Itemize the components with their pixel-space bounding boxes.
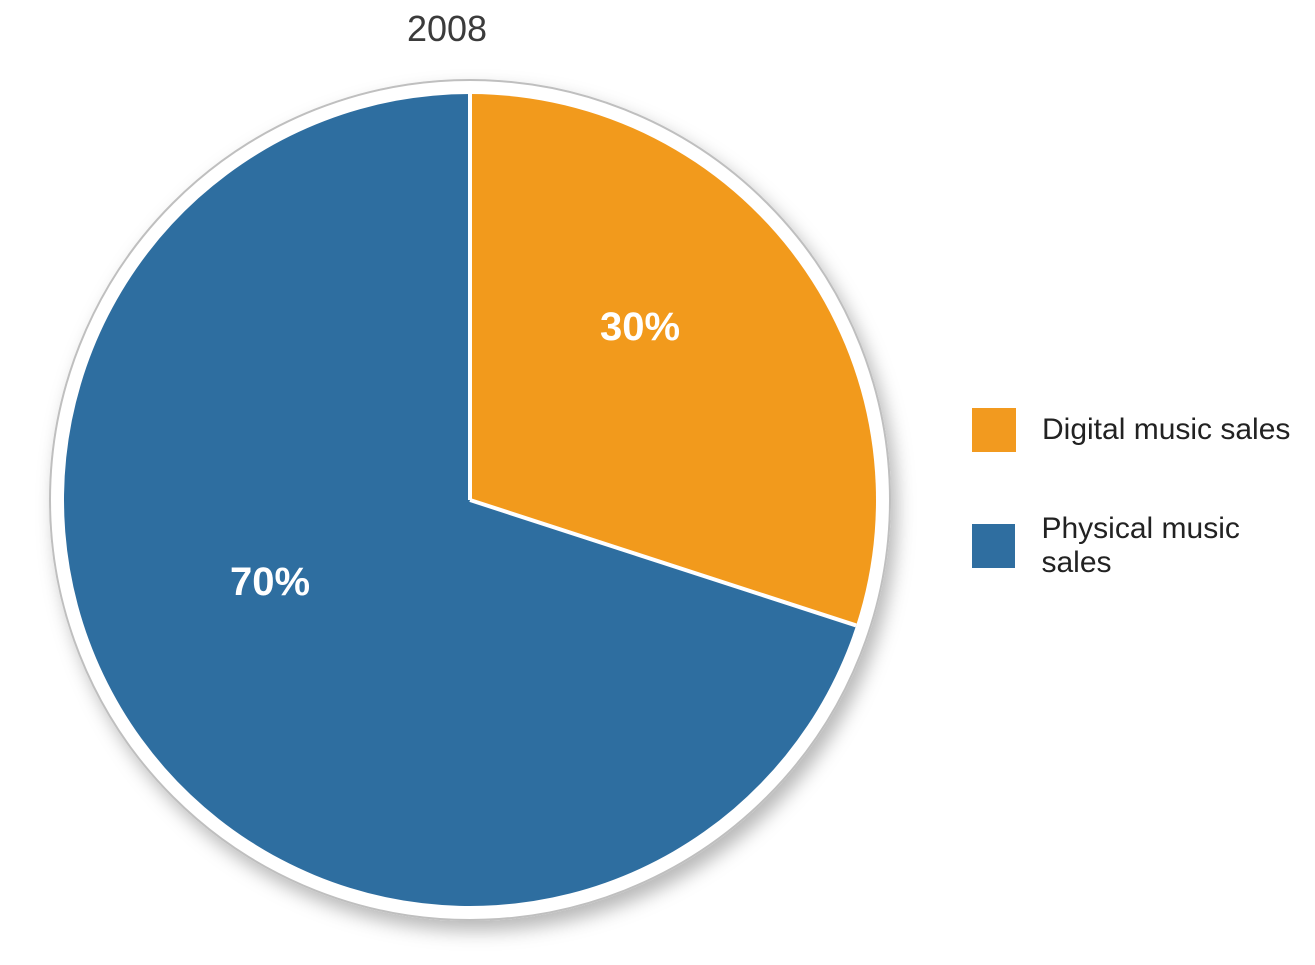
slice-label-physical: 70%: [230, 560, 310, 605]
chart-stage: 2008 30% 70% Digital music sales Physica…: [0, 0, 1315, 946]
pie-svg: [10, 40, 930, 960]
legend-label-digital: Digital music sales: [1042, 413, 1290, 447]
pie-chart: 30% 70%: [10, 40, 930, 960]
legend: Digital music sales Physical music sales: [972, 408, 1315, 580]
legend-item-digital: Digital music sales: [972, 408, 1315, 452]
legend-label-physical: Physical music sales: [1041, 512, 1315, 580]
slice-label-digital: 30%: [600, 305, 680, 350]
legend-swatch-physical: [972, 524, 1015, 568]
legend-item-physical: Physical music sales: [972, 512, 1315, 580]
legend-swatch-digital: [972, 408, 1016, 452]
